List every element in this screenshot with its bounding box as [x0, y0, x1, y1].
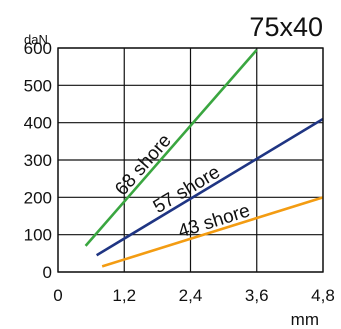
x-tick-label: 0: [53, 286, 62, 305]
series-lines: [84, 49, 324, 268]
y-tick-label: 100: [24, 226, 52, 245]
x-tick-label: 4,8: [311, 286, 335, 305]
series-label: 43 shore: [176, 200, 253, 242]
y-tick-label: 400: [24, 114, 52, 133]
series-line: [101, 196, 324, 268]
x-tick-label: 2,4: [179, 286, 203, 305]
x-axis-unit: mm: [291, 310, 319, 329]
x-tick-label: 3,6: [245, 286, 269, 305]
series-line: [95, 117, 324, 257]
tick-labels: 0 100 200 300 400 500 600 0 1,2 2,4 3,6 4,8: [24, 39, 335, 305]
y-tick-label: 500: [24, 76, 52, 95]
y-tick-label: 600: [24, 39, 52, 58]
y-tick-label: 0: [43, 263, 52, 282]
chart-title: 75x40: [249, 12, 323, 42]
x-tick-label: 1,2: [112, 286, 136, 305]
plot-frame: [57, 47, 324, 273]
series-line: [84, 49, 258, 247]
series-label: 57 shore: [150, 162, 224, 218]
y-tick-label: 300: [24, 151, 52, 170]
y-axis-unit: daN: [24, 32, 48, 47]
y-tick-label: 200: [24, 188, 52, 207]
